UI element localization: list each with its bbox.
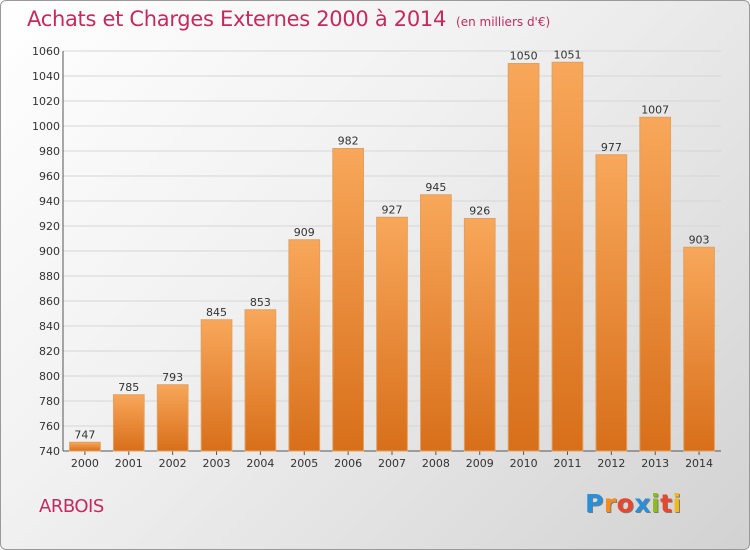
y-tick-label: 920 — [39, 220, 60, 233]
y-tick-label: 860 — [39, 295, 60, 308]
y-tick-label: 980 — [39, 145, 60, 158]
bar — [332, 148, 364, 452]
proxiti-logo: Proxiti — [585, 489, 682, 518]
logo-letter: t — [660, 489, 673, 518]
y-tick-label: 840 — [39, 320, 60, 333]
bar — [112, 394, 145, 452]
bar-value-labels: 747 785 793 845 853 909 982 927 945 926 1050 1051 97… — [74, 48, 709, 441]
bar-value-label: 747 — [74, 428, 95, 441]
y-tick-label: 1000 — [32, 120, 60, 133]
bar-value-label: 845 — [206, 306, 227, 319]
bar-value-label: 1051 — [553, 48, 581, 61]
logo-letter: i — [651, 489, 661, 518]
bar-value-label: 982 — [338, 135, 359, 148]
bar — [376, 216, 408, 452]
x-tick-label: 2001 — [115, 457, 143, 470]
x-tick-labels: 2000 2001 2002 2003 2004 2005 2006 2007 2008 2009… — [71, 457, 713, 470]
y-tick-label: 1020 — [32, 95, 60, 108]
bar-value-label: 927 — [382, 203, 403, 216]
x-tick-label: 2008 — [422, 457, 450, 470]
bar-value-label: 903 — [689, 233, 710, 246]
chart-subtitle: (en milliers d'€) — [456, 15, 551, 29]
logo-letter: i — [672, 489, 682, 518]
bar-value-label: 853 — [250, 296, 271, 309]
x-tick-label: 2003 — [203, 457, 231, 470]
bar — [507, 63, 540, 452]
x-tick-label: 2009 — [466, 457, 494, 470]
x-tick-label: 2014 — [685, 457, 713, 470]
bars — [69, 61, 715, 452]
bar — [156, 384, 189, 452]
logo-letter: P — [585, 489, 604, 518]
x-tick-label: 2010 — [510, 457, 538, 470]
y-tick-label: 940 — [39, 195, 60, 208]
bar — [288, 239, 321, 452]
bar-value-label: 785 — [118, 381, 139, 394]
bar — [551, 61, 584, 452]
y-tick-label: 760 — [39, 420, 60, 433]
y-tick-label: 1060 — [32, 45, 60, 58]
y-tick-label: 1040 — [32, 70, 60, 83]
bar-value-label: 1050 — [510, 50, 538, 63]
y-tick-label: 820 — [39, 345, 60, 358]
x-tick-label: 2012 — [597, 457, 625, 470]
bar — [420, 194, 452, 452]
x-tick-label: 2011 — [553, 457, 581, 470]
y-tick-label: 880 — [39, 270, 60, 283]
bar — [244, 309, 277, 452]
y-tick-label: 740 — [39, 445, 60, 458]
x-tick-label: 2005 — [290, 457, 318, 470]
y-tick-label: 960 — [39, 170, 60, 183]
x-tick-label: 2004 — [246, 457, 274, 470]
bar — [200, 319, 233, 452]
bar-value-label: 977 — [601, 141, 622, 154]
bar-value-label: 945 — [425, 181, 446, 194]
y-tick-label: 800 — [39, 370, 60, 383]
bar — [463, 218, 496, 452]
x-tick-label: 2002 — [159, 457, 187, 470]
logo-letter: o — [616, 489, 635, 518]
x-tick-label: 2000 — [71, 457, 99, 470]
logo-letter: x — [634, 489, 651, 518]
bar-value-label: 1007 — [641, 103, 669, 116]
y-tick-labels: 740 760 780 800 820 840 860 880 900 920 940 960 980 1… — [32, 45, 60, 458]
bar — [69, 441, 101, 452]
logo-letter: r — [603, 489, 617, 518]
bar-value-label: 793 — [162, 371, 183, 384]
x-tick-label: 2007 — [378, 457, 406, 470]
chart-title-text: Achats et Charges Externes 2000 à 2014 — [27, 7, 447, 31]
bar-value-label: 909 — [294, 226, 315, 239]
x-tick-label: 2013 — [641, 457, 669, 470]
bar — [595, 154, 628, 452]
location-label: ARBOIS — [39, 496, 104, 517]
bar — [683, 246, 715, 452]
x-tick-label: 2006 — [334, 457, 362, 470]
bar-value-label: 926 — [469, 205, 490, 218]
y-tick-label: 900 — [39, 245, 60, 258]
chart-title: Achats et Charges Externes 2000 à 2014 (e… — [27, 7, 550, 31]
y-tick-label: 780 — [39, 395, 60, 408]
bar — [639, 116, 672, 452]
